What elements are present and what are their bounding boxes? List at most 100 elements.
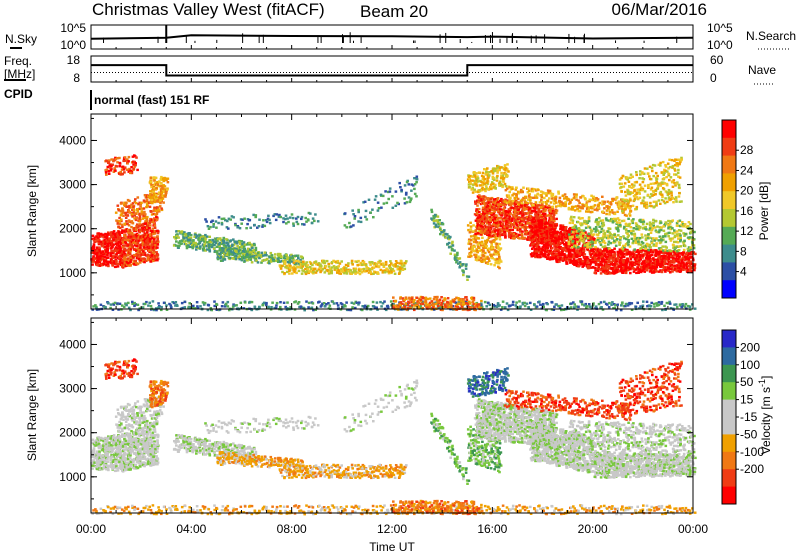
range-cell [400,189,403,191]
range-cell [257,261,260,263]
range-cell [167,181,170,183]
range-cell [107,263,110,265]
range-cell [487,258,490,260]
range-cell [111,264,114,266]
range-cell [117,265,120,267]
range-cell [586,256,589,258]
range-cell [144,213,147,215]
range-cell [613,248,616,250]
cpid-text: normal (fast) 151 RF [94,93,209,107]
range-cell [240,223,243,225]
range-cell [156,246,159,248]
range-cell [243,218,246,220]
range-cell [298,270,301,272]
range-cell [125,202,128,204]
range-cell [389,190,392,192]
range-cell [535,222,538,224]
range-cell [453,249,456,251]
range-cell [149,206,152,208]
range-cell [551,228,554,230]
range-cell [261,226,264,228]
range-cell [416,178,419,180]
range-cell [383,202,386,204]
freq-label-line1: Freq. [4,54,32,68]
range-cell [586,262,589,264]
range-cell [106,245,109,247]
range-cell [114,170,117,172]
range-cell [298,260,301,262]
range-cell [167,178,170,180]
range-cell [497,225,500,227]
range-cell [127,160,130,162]
range-cell [326,260,329,262]
range-cell [399,186,402,188]
range-cell [156,235,159,237]
range-cell [480,232,483,234]
range-cell [123,234,126,236]
range-cell [119,227,122,229]
range-cell [158,196,161,198]
range-cell [345,226,348,228]
range-cell [366,218,369,220]
range-cell [106,248,109,250]
range-cell [477,256,480,258]
range-cell [523,237,526,239]
range-cell [221,223,224,225]
range-cell [403,197,406,199]
range-cell [469,231,472,233]
range-cell [526,238,529,240]
range-cell [129,261,132,263]
range-cell [139,261,142,263]
range-cell [526,222,529,224]
range-cell [149,238,152,240]
range-cell [311,264,314,266]
range-cell [613,251,616,253]
range-cell [485,243,488,245]
range-cell [95,235,98,237]
range-cell [478,208,481,210]
range-cell [152,252,155,254]
range-cell [488,251,491,253]
range-cell [378,266,381,268]
range-cell [408,196,411,198]
range-cell [369,264,372,266]
range-cell [253,224,256,226]
range-cell [351,263,354,265]
range-cell [118,231,121,233]
range-cell [490,244,493,246]
range-cell [545,208,548,210]
range-cell [496,218,499,220]
range-cell [553,217,556,219]
range-cell [588,267,591,269]
range-cell [505,220,508,222]
range-cell [544,254,547,256]
range-cell [146,231,149,233]
range-cell [100,241,103,243]
range-cell [229,218,232,220]
range-cell [291,272,294,274]
range-cell [106,261,109,263]
range-cell [389,264,392,266]
range-cell [307,268,310,270]
range-cell [521,233,524,235]
range-cell [157,199,160,201]
range-cell [315,260,318,262]
range-cell [105,174,108,176]
range-cell [289,257,292,259]
range-cell [157,254,160,256]
range-cell [148,227,151,229]
range-cell [182,233,185,235]
range-cell [121,173,124,175]
range-cell [478,237,481,239]
range-cell [470,251,473,253]
range-cell [482,250,485,252]
range-cell [517,208,520,210]
range-cell [125,217,128,219]
range-cell [269,222,272,224]
range-cell [470,225,473,227]
range-cell [579,253,582,255]
range-cell [339,262,342,264]
range-cell [155,251,158,253]
range-cell [107,257,110,259]
